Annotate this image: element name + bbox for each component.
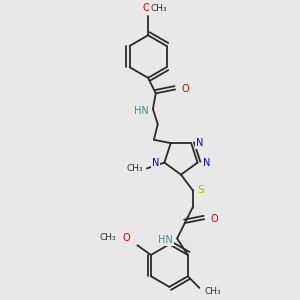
Text: CH₃: CH₃ <box>150 4 167 13</box>
Text: O: O <box>210 214 218 224</box>
Text: HN: HN <box>134 106 149 116</box>
Text: O: O <box>122 232 130 242</box>
Text: N: N <box>196 138 204 148</box>
Text: CH₃: CH₃ <box>205 287 221 296</box>
Text: CH₃: CH₃ <box>126 164 143 173</box>
Text: O: O <box>181 85 189 94</box>
Text: S: S <box>197 185 204 195</box>
Text: N: N <box>152 158 159 168</box>
Text: O: O <box>142 3 150 13</box>
Text: N: N <box>202 158 210 168</box>
Text: HN: HN <box>158 236 173 245</box>
Text: CH₃: CH₃ <box>100 233 116 242</box>
